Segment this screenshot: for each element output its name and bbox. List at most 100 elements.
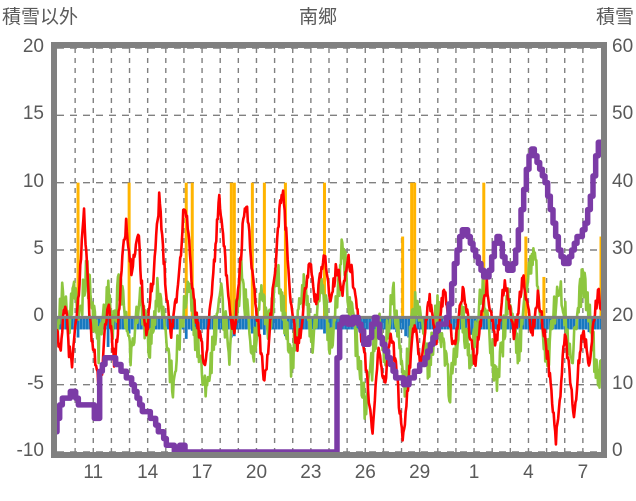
secondary-bar [323, 317, 326, 334]
secondary-bar [401, 317, 405, 330]
secondary-bar [199, 317, 203, 330]
precip-bar [401, 236, 405, 318]
secondary-bar [302, 317, 305, 330]
snow-depth-line [57, 139, 601, 452]
precipitation-bars [76, 182, 601, 318]
secondary-bar [449, 317, 453, 330]
chart-canvas [57, 48, 601, 452]
secondary-bar [217, 317, 221, 330]
secondary-bar [250, 317, 254, 334]
secondary-bar [148, 317, 152, 330]
precip-bar [232, 182, 236, 318]
x-tick-label: 20 [245, 462, 268, 483]
x-tick-label: 7 [577, 462, 589, 483]
secondary-bar [407, 317, 411, 338]
secondary-bar [428, 317, 432, 330]
secondary-bar [253, 317, 257, 330]
secondary-bar [464, 317, 468, 330]
right-axis-title: 積雪 [595, 7, 634, 28]
secondary-bar [262, 317, 266, 335]
secondary-bar [205, 317, 209, 330]
y-tick-label: 20 [22, 36, 44, 57]
secondary-bar [494, 317, 498, 330]
x-tick-label: 23 [300, 462, 322, 483]
secondary-bar [569, 317, 573, 330]
x-tick-label: 29 [409, 462, 431, 483]
secondary-bar [542, 317, 546, 330]
secondary-bar [238, 317, 242, 330]
x-tick-label: 17 [191, 462, 213, 483]
y-tick-label: 0 [33, 305, 44, 327]
secondary-bar [593, 317, 597, 330]
precip-bar [229, 182, 233, 318]
secondary-bar [305, 317, 308, 330]
y2-tick-label: 0 [612, 440, 623, 461]
secondary-bar [524, 317, 528, 330]
secondary-bar [452, 317, 456, 330]
secondary-bar [275, 317, 278, 330]
secondary-bar [299, 317, 302, 330]
secondary-bar [241, 317, 245, 330]
precip-bar [184, 182, 188, 318]
precip-bar [76, 182, 80, 318]
secondary-bar [419, 317, 423, 330]
precip-bar [250, 182, 254, 318]
y2-tick-label: 30 [612, 238, 634, 259]
secondary-bar [166, 317, 170, 330]
secondary-bar [416, 317, 420, 330]
secondary-bar [470, 317, 474, 335]
y-tick-label: -10 [16, 440, 44, 461]
max-temp-line [57, 189, 601, 446]
precip-bar [283, 182, 287, 318]
secondary-bar [587, 317, 591, 333]
x-tick-label: 11 [83, 462, 104, 483]
plot-area [51, 42, 607, 458]
secondary-bar [187, 317, 191, 330]
precip-bar [413, 182, 417, 318]
precip-bar [190, 182, 194, 318]
y2-tick-label: 60 [612, 36, 634, 57]
secondary-bar [317, 317, 320, 330]
precip-bar [322, 182, 326, 318]
left-axis-title: 積雪以外 [2, 7, 79, 28]
secondary-bar [557, 317, 561, 330]
secondary-bar [506, 317, 510, 330]
secondary-bar [121, 317, 125, 330]
secondary-bar [578, 317, 582, 330]
secondary-bar [281, 317, 284, 330]
secondary-bar [500, 317, 504, 330]
secondary-bar [566, 317, 570, 330]
y2-tick-label: 10 [612, 372, 634, 394]
secondary-bar [184, 317, 188, 339]
secondary-bar [244, 317, 248, 330]
secondary-bar [85, 317, 89, 330]
x-tick-label: 26 [354, 462, 376, 483]
secondary-bar [335, 317, 338, 330]
secondary-bar [82, 317, 86, 330]
secondary-bar [560, 317, 564, 330]
secondary-bar [320, 317, 323, 330]
secondary-bar [584, 317, 588, 330]
y2-tick-label: 50 [612, 103, 634, 125]
y-tick-label: 5 [33, 238, 44, 259]
precip-bar [482, 182, 486, 318]
y-tick-label: -5 [27, 372, 44, 394]
secondary-bar [383, 317, 386, 330]
secondary-bar [509, 317, 513, 330]
x-tick-label: 4 [523, 462, 534, 483]
x-tick-label: 14 [137, 462, 159, 483]
chart-title: 南郷 [298, 7, 337, 28]
y-tick-label: 15 [22, 103, 44, 125]
secondary-bar [482, 317, 486, 330]
secondary-bar [157, 317, 161, 330]
secondary-bar [485, 317, 489, 330]
secondary-bar [79, 317, 83, 330]
secondary-bar [536, 317, 540, 330]
secondary-bar [404, 317, 408, 337]
secondary-bar [235, 317, 239, 330]
x-tick-label: 1 [468, 462, 480, 483]
secondary-bar [311, 317, 314, 330]
secondary-bar [329, 317, 332, 330]
secondary-bar [272, 317, 275, 330]
